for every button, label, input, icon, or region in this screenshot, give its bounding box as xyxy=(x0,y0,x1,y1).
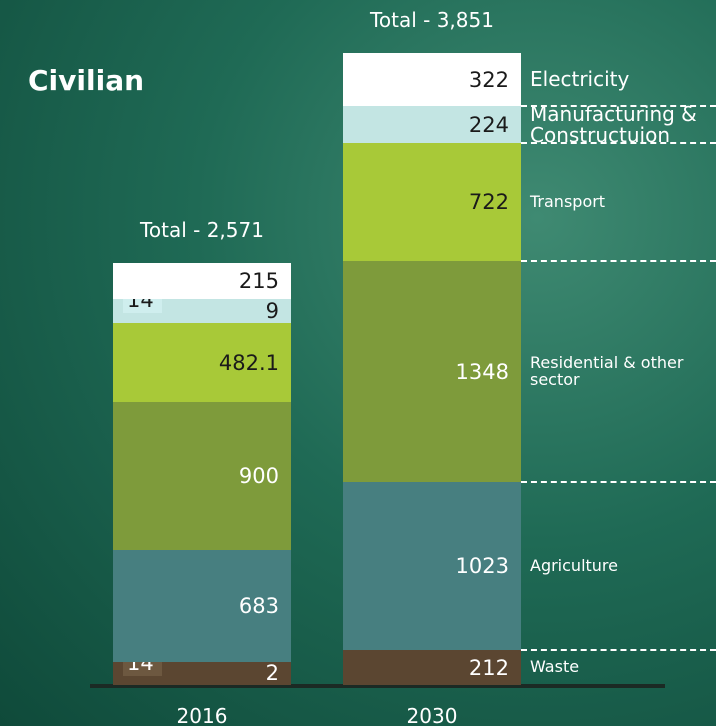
bar-segment xyxy=(343,482,521,651)
divider xyxy=(521,105,716,108)
divider xyxy=(521,260,716,263)
bar-segment xyxy=(343,53,521,107)
value-label: 1348 xyxy=(455,359,509,384)
value-label: 722 xyxy=(468,190,509,215)
bar-segment xyxy=(343,142,521,262)
baseline xyxy=(90,684,665,688)
bar-segment xyxy=(343,106,521,143)
bar-segment xyxy=(343,650,521,685)
legend-label: Electricity xyxy=(530,67,630,92)
legend-label: Transport xyxy=(530,191,606,211)
total-label: Total - 2,571 xyxy=(140,218,264,243)
bar-segment xyxy=(113,549,291,662)
x-tick-label: 2016 xyxy=(176,704,228,726)
chart-title: Civilian xyxy=(28,64,145,97)
legend-label: Manufacturing & Constructuion xyxy=(530,101,697,147)
x-tick-label: 2030 xyxy=(406,704,458,726)
value-label: 482.1 xyxy=(218,350,279,375)
bar-segment xyxy=(343,261,521,483)
total-label: Total - 3,851 xyxy=(370,8,494,33)
value-label: 224 xyxy=(468,112,509,137)
value-label-part: 9 xyxy=(265,298,279,323)
bar-segment xyxy=(113,402,291,550)
value-label-part: 2 xyxy=(265,661,279,686)
divider xyxy=(521,649,716,652)
value-label: 1023 xyxy=(455,554,509,579)
value-label: 212 xyxy=(468,655,509,680)
bar-segment xyxy=(113,323,291,403)
legend-label: Agriculture xyxy=(530,555,618,575)
bar-segment xyxy=(113,263,291,299)
legend-label: Waste xyxy=(530,657,580,677)
value-label: 322 xyxy=(468,67,509,92)
value-label: 900 xyxy=(238,463,279,488)
divider xyxy=(521,141,716,144)
divider xyxy=(521,481,716,484)
value-label: 215 xyxy=(238,268,279,293)
value-label: 683 xyxy=(238,593,279,618)
legend-label: Residential & other sector xyxy=(530,353,684,389)
